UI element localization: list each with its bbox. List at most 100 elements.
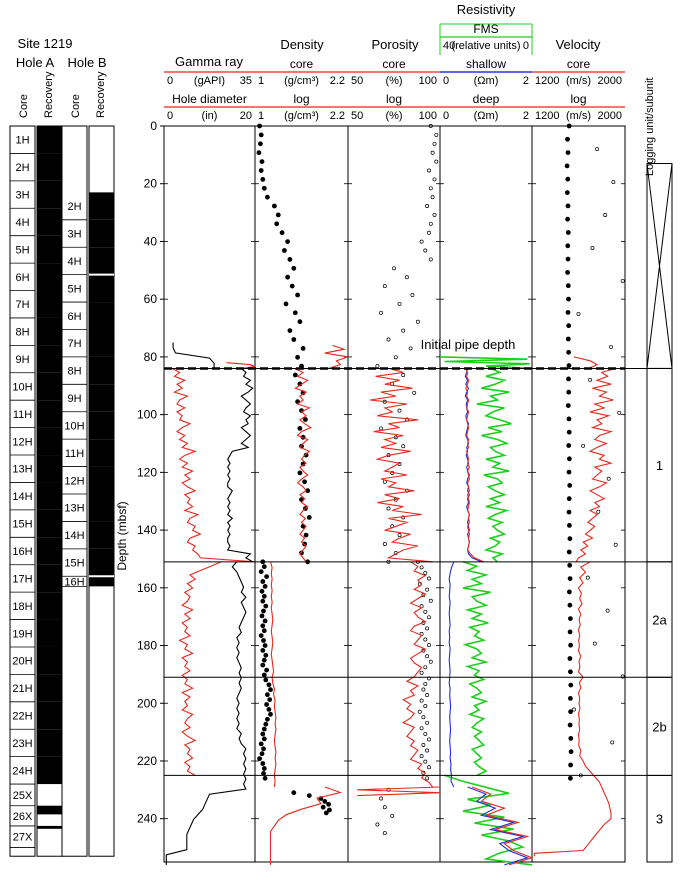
- hole-a-recovery-bar: [37, 674, 62, 702]
- series-density-core-point: [261, 185, 267, 191]
- series-porosity-core-point: [410, 293, 415, 297]
- scale-porosity-2-min: 50: [351, 110, 363, 122]
- hole-b-recovery-bar: [89, 411, 114, 440]
- series-porosity-core-point: [375, 822, 380, 827]
- series-porosity-core-point: [397, 408, 402, 413]
- series-porosity-log-line: [370, 367, 433, 563]
- unlogged-cross: [646, 163, 673, 369]
- series-porosity-core-point: [379, 426, 384, 431]
- series-velocity-core-point: [566, 389, 572, 395]
- series-density-core-point: [306, 793, 312, 798]
- series-density-core-point: [289, 283, 295, 289]
- hole-a-core-label: 6H: [15, 272, 29, 284]
- hole-a-core-label: 10H: [12, 381, 32, 393]
- series-density-core-point: [261, 564, 267, 570]
- series-velocity-core-point: [565, 270, 570, 275]
- series-velocity-core-point: [565, 283, 571, 289]
- series-density-core-point: [265, 692, 270, 698]
- hole-b-title: Hole B: [67, 55, 106, 70]
- series-density-log-line: [293, 367, 312, 563]
- series-velocity-core-point: [565, 150, 571, 156]
- scale-resistivity-1-label: shallow: [466, 57, 506, 71]
- series-velocity-core-point: [568, 749, 574, 755]
- series-porosity-core-point: [427, 765, 431, 770]
- series-velocity-core-point: [566, 469, 572, 475]
- series-velocity-core-point: [567, 629, 573, 635]
- hole-b-core-label: 15H: [64, 558, 84, 570]
- scale-density-2-min: 1: [258, 110, 264, 122]
- hole-b-core-label: 13H: [64, 503, 84, 515]
- series-porosity-core-point: [401, 328, 406, 333]
- series-density-core-point: [261, 771, 266, 776]
- hole-a-core-label: 1H: [15, 135, 29, 147]
- series-porosity-core-point: [425, 587, 430, 592]
- logging-unit-label: 2a: [652, 613, 667, 628]
- series-density-core-point: [260, 623, 266, 629]
- series-porosity-core-point: [432, 177, 437, 182]
- scale-porosity-1-min: 50: [351, 75, 363, 87]
- series-porosity-core-point: [401, 373, 406, 377]
- hole-b-recovery-bar: [89, 247, 114, 275]
- series-density-core-point: [265, 716, 270, 722]
- y-tick-label: 20: [144, 177, 158, 191]
- series-density-core-point: [287, 257, 293, 262]
- y-tick-label: 180: [137, 639, 157, 653]
- hole-a-recovery-bar: [37, 825, 62, 829]
- hole-a-core-label: 18H: [12, 601, 32, 613]
- series-velocity-core-outliers-point: [592, 641, 597, 646]
- scale-porosity-2-unit: (%): [385, 110, 402, 122]
- hole-a-recovery-bar: [37, 701, 62, 730]
- scale-gamma-2-label: Hole diameter: [172, 92, 247, 106]
- series-porosity-core-point: [425, 720, 430, 725]
- series-porosity-core-point: [428, 659, 433, 664]
- hole-a-core-label: 27X: [13, 832, 33, 844]
- series-porosity-core-point: [397, 533, 402, 538]
- series-velocity-core-point: [566, 509, 572, 515]
- series-porosity-core-point: [386, 506, 391, 511]
- y-tick-label: 0: [150, 119, 157, 133]
- series-density-core-point: [303, 452, 309, 458]
- series-velocity-core-point: [566, 416, 572, 422]
- series-porosity-core-point: [428, 124, 433, 128]
- series-density-core-point: [261, 657, 267, 663]
- series-porosity-core-point: [379, 796, 384, 801]
- y-tick-label: 240: [137, 812, 157, 826]
- series-velocity-core-point: [567, 523, 572, 528]
- hole-b-core-label: 2H: [67, 201, 81, 213]
- series-porosity-core-point: [423, 570, 428, 575]
- series-density-core-point: [262, 618, 268, 624]
- hole-a-recovery-bar: [37, 646, 62, 675]
- series-porosity-core-point: [430, 150, 435, 155]
- series-velocity-core-outliers-point: [596, 509, 601, 514]
- scale-velocity-1-label: core: [567, 57, 591, 71]
- scale-resistivity-2-min: 0: [443, 110, 449, 122]
- hole-b-core-label: 6H: [67, 311, 81, 323]
- series-density-core-point: [257, 123, 262, 129]
- series-density-core-point: [263, 652, 269, 658]
- scale-porosity-1-unit: (%): [385, 75, 402, 87]
- series-porosity-core-point: [425, 693, 430, 697]
- hole-b-core-label: 7H: [67, 338, 81, 350]
- series-porosity-core-point: [375, 364, 380, 369]
- scale-gamma-1-max: 35: [240, 75, 252, 87]
- logging-unit-label: 1: [656, 458, 663, 473]
- hole-b-recovery-bar: [89, 329, 114, 357]
- series-velocity-core-point: [567, 589, 572, 595]
- series-density-core-point: [263, 721, 269, 727]
- series-porosity-core-point: [419, 239, 424, 244]
- series-density-core-point: [266, 707, 272, 712]
- scale-density-1-max: 2.2: [330, 75, 345, 87]
- series-velocity-core-outliers-point: [581, 443, 586, 448]
- series-porosity-core-point: [425, 626, 430, 631]
- hole-a-recovery-bar: [37, 564, 62, 593]
- series-porosity-core-point: [423, 248, 428, 253]
- hole-a-recovery-bar: [37, 537, 62, 565]
- series-density-core-point: [257, 756, 262, 761]
- track-title-velocity: Velocity: [556, 37, 601, 52]
- series-porosity-core-point: [421, 715, 426, 720]
- series-velocity-core-point: [565, 230, 571, 235]
- series-porosity-core-point: [421, 687, 426, 692]
- series-resistivity-fms-line: [462, 561, 491, 777]
